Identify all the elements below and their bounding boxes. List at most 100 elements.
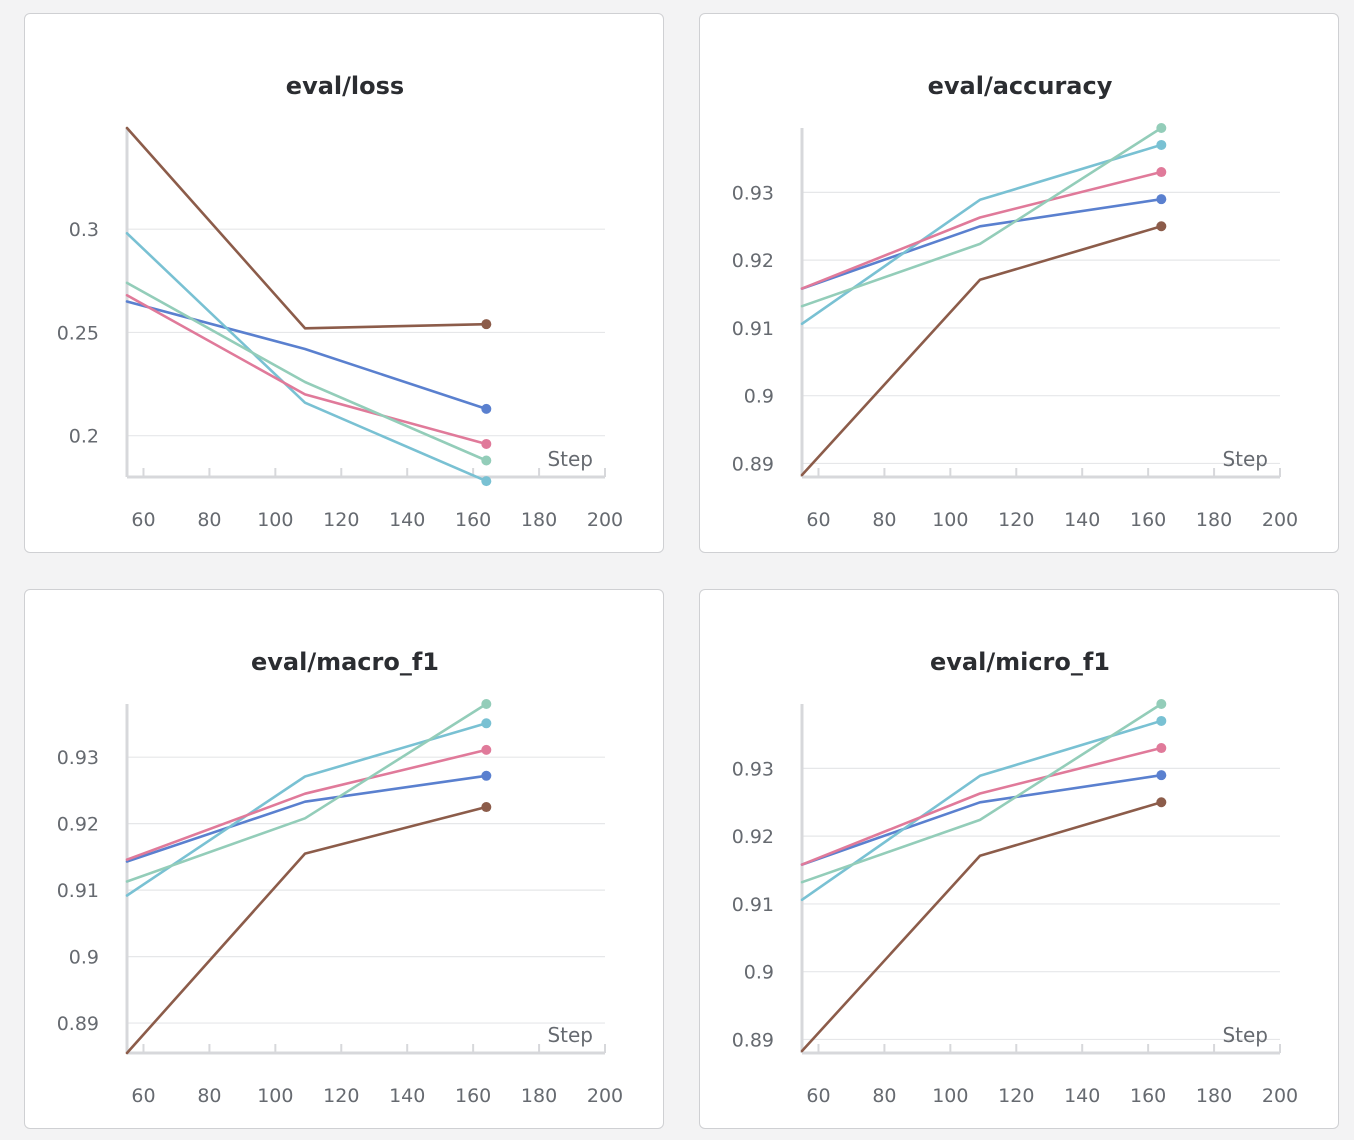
- series-end-point: [1156, 699, 1167, 709]
- series-end-point: [481, 770, 492, 781]
- series-end-point: [481, 403, 492, 414]
- x-tick-label: 160: [455, 509, 491, 531]
- x-tick-label: 140: [1064, 1085, 1100, 1107]
- x-tick-label: 140: [389, 1085, 425, 1107]
- x-tick-label: 200: [587, 1085, 623, 1107]
- series-end-point: [1156, 797, 1167, 808]
- y-tick-label: 0.93: [57, 747, 99, 769]
- x-tick-label: 100: [932, 1085, 968, 1107]
- series-line: [800, 746, 1163, 866]
- series-end-point: [1156, 770, 1167, 781]
- x-tick-label: 80: [872, 509, 896, 531]
- chart-svg: eval/macro_f1 0.89 0.9 0.91 0.92 0.93 60 80 100 1…: [57, 648, 623, 1107]
- y-tick-label: 0.9: [69, 947, 99, 969]
- y-tick-label: 0.92: [732, 826, 774, 848]
- y-tick-label: 0.89: [57, 1013, 99, 1035]
- x-tick-label: 180: [1196, 509, 1232, 531]
- series-end-point: [481, 455, 492, 466]
- x-tick-label: 120: [998, 509, 1034, 531]
- x-tick-label: 120: [998, 1085, 1034, 1107]
- x-axis-title: Step: [1222, 1023, 1268, 1047]
- series-end-point: [481, 476, 492, 487]
- x-tick-label: 200: [1262, 1085, 1298, 1107]
- x-tick-label: 160: [1130, 1085, 1166, 1107]
- series-line: [800, 702, 1163, 884]
- y-tick-label: 0.91: [732, 318, 774, 340]
- x-tick-label: 100: [257, 1085, 293, 1107]
- series-end-point: [481, 802, 492, 813]
- x-tick-label: 160: [455, 1085, 491, 1107]
- y-tick-label: 0.2: [69, 426, 99, 448]
- series-line: [125, 232, 488, 483]
- chart-title: eval/micro_f1: [930, 648, 1110, 676]
- x-tick-label: 80: [197, 1085, 221, 1107]
- chart-svg: eval/loss 0.2 0.25 0.3 60 80 100 120 140 160 180 20…: [57, 72, 623, 531]
- x-tick-label: 180: [521, 509, 557, 531]
- series-end-point: [1156, 123, 1167, 133]
- series-line: [800, 170, 1163, 290]
- series-line: [125, 774, 488, 863]
- x-tick-label: 80: [872, 1085, 896, 1107]
- x-tick-label: 80: [197, 509, 221, 531]
- y-tick-label: 0.91: [57, 880, 99, 902]
- chart-title: eval/accuracy: [928, 72, 1113, 100]
- series-line: [800, 225, 1163, 477]
- series-line: [800, 719, 1163, 902]
- chart-svg: eval/micro_f1 0.89 0.9 0.91 0.92 0.93 60 80 100 1…: [732, 648, 1298, 1107]
- y-tick-label: 0.89: [732, 1029, 774, 1051]
- series-end-point: [481, 699, 492, 709]
- series-line: [125, 702, 488, 883]
- chart-title: eval/loss: [286, 72, 404, 100]
- chart-title: eval/macro_f1: [251, 648, 439, 676]
- y-tick-label: 0.9: [744, 962, 774, 984]
- series-end-point: [1156, 139, 1167, 150]
- y-tick-label: 0.93: [732, 758, 774, 780]
- x-tick-label: 180: [1196, 1085, 1232, 1107]
- series-end-point: [1156, 167, 1167, 178]
- x-tick-label: 200: [587, 509, 623, 531]
- series-line: [125, 293, 488, 446]
- y-tick-label: 0.3: [69, 219, 99, 241]
- series-end-point: [1156, 221, 1167, 232]
- chart-panel-eval-accuracy: eval/accuracy 0.89 0.9 0.91 0.92 0.93 60 80 100 1…: [699, 13, 1339, 553]
- x-tick-label: 140: [389, 509, 425, 531]
- chart-panel-eval-micro-f1: eval/micro_f1 0.89 0.9 0.91 0.92 0.93 60 80 100 1…: [699, 589, 1339, 1129]
- y-tick-label: 0.92: [57, 814, 99, 836]
- chart-svg: eval/accuracy 0.89 0.9 0.91 0.92 0.93 60 80 100 1…: [732, 72, 1298, 531]
- y-tick-label: 0.9: [744, 386, 774, 408]
- series-end-point: [481, 438, 492, 449]
- series-line: [125, 805, 488, 1055]
- x-axis-title: Step: [547, 1023, 593, 1047]
- x-tick-label: 120: [323, 509, 359, 531]
- x-tick-label: 100: [257, 509, 293, 531]
- x-tick-label: 180: [521, 1085, 557, 1107]
- series-line: [125, 300, 488, 411]
- series-line: [125, 281, 488, 462]
- series-line: [800, 143, 1163, 326]
- series-end-point: [1156, 743, 1167, 754]
- series-line: [800, 126, 1163, 308]
- x-tick-label: 60: [806, 509, 830, 531]
- series-line: [800, 773, 1163, 866]
- x-tick-label: 60: [131, 509, 155, 531]
- x-tick-label: 140: [1064, 509, 1100, 531]
- x-tick-label: 200: [1262, 509, 1298, 531]
- y-tick-label: 0.93: [732, 182, 774, 204]
- y-tick-label: 0.89: [732, 453, 774, 475]
- y-tick-label: 0.25: [57, 322, 99, 344]
- series-end-point: [481, 718, 492, 729]
- series-line: [800, 197, 1163, 290]
- y-tick-label: 0.92: [732, 250, 774, 272]
- x-tick-label: 160: [1130, 509, 1166, 531]
- x-tick-label: 100: [932, 509, 968, 531]
- series-line: [125, 748, 488, 861]
- series-end-point: [1156, 194, 1167, 205]
- x-axis-title: Step: [1222, 447, 1268, 471]
- x-axis-title: Step: [547, 447, 593, 471]
- y-tick-label: 0.91: [732, 894, 774, 916]
- series-end-point: [481, 744, 492, 755]
- x-tick-label: 60: [806, 1085, 830, 1107]
- x-tick-label: 120: [323, 1085, 359, 1107]
- series-line: [125, 126, 488, 330]
- series-line: [125, 722, 488, 897]
